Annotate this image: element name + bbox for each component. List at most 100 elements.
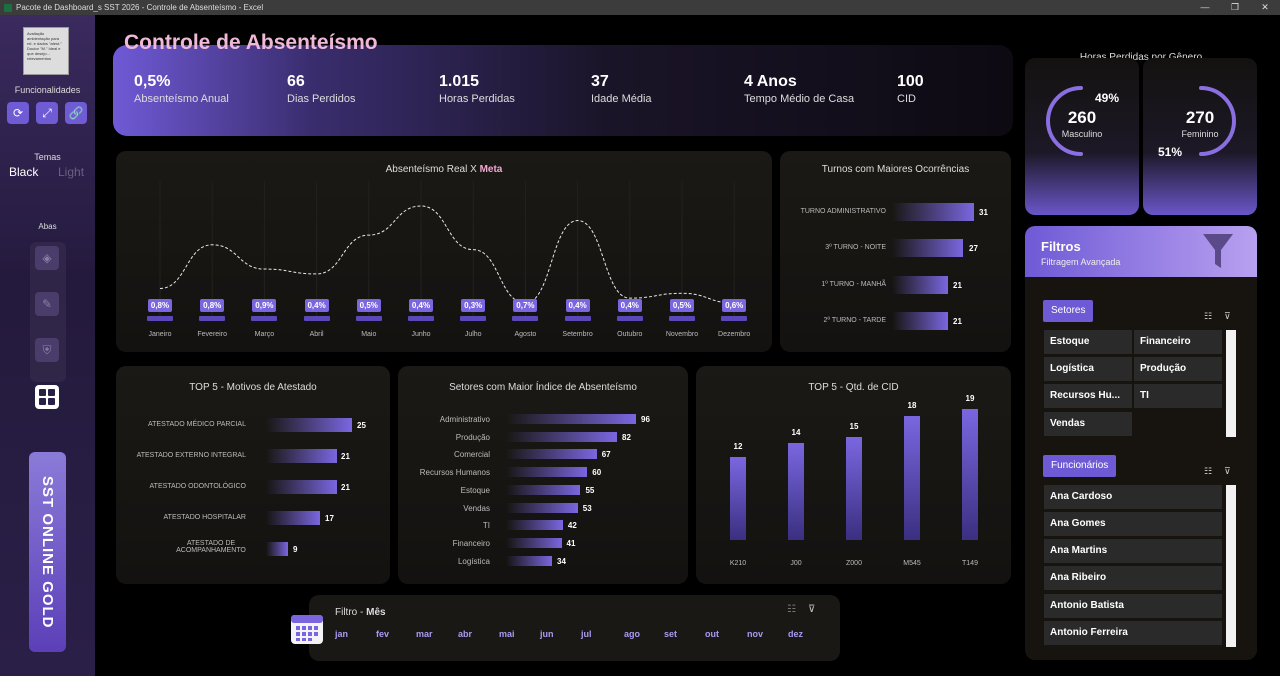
- turnos-panel: Turnos com Maiores Ocorrências TURNO ADM…: [780, 151, 1011, 352]
- setor-item[interactable]: Estoque: [1044, 330, 1132, 354]
- setores-scrollbar[interactable]: [1226, 330, 1236, 437]
- tab-edit[interactable]: ✎: [35, 292, 59, 316]
- abas-label: Abas: [38, 222, 57, 231]
- funcionario-item[interactable]: Ana Cardoso: [1044, 485, 1222, 509]
- brand-badge: SST ONLINE GOLD: [29, 452, 66, 652]
- motivo-bar: [266, 418, 352, 432]
- sidebar: Avaliação ambientação para rel. e dados …: [0, 15, 95, 676]
- cid-column: [846, 436, 862, 540]
- real-value-label: 0,4%: [617, 299, 642, 312]
- restore-button[interactable]: ❐: [1230, 2, 1240, 12]
- funcionarios-scrollbar[interactable]: [1226, 485, 1236, 647]
- filtros-title: Filtros: [1041, 239, 1081, 254]
- kpi-cid: 100 CID: [897, 73, 924, 105]
- clear-filter-icon[interactable]: ⊽: [808, 604, 816, 615]
- feminino-value: 270: [1185, 108, 1215, 127]
- motivo-label: ATESTADO EXTERNO INTEGRAL: [136, 452, 246, 459]
- expand-button[interactable]: ⤢: [36, 102, 58, 124]
- funcionario-item[interactable]: Ana Ribeiro: [1044, 566, 1222, 590]
- setor-item[interactable]: Vendas: [1044, 412, 1132, 436]
- genero-masculino-card: 260 Masculino 49%: [1025, 58, 1139, 215]
- kpi-banner: 0,5% Absenteísmo Anual 66 Dias Perdidos 1.…: [113, 45, 1013, 136]
- month-abr[interactable]: abr: [458, 629, 473, 639]
- turno-value: 27: [969, 244, 978, 253]
- link-button[interactable]: 🔗: [65, 102, 87, 124]
- setor-item[interactable]: TI: [1134, 384, 1222, 408]
- real-value-label: 0,3%: [461, 299, 486, 312]
- month-dez[interactable]: dez: [788, 629, 804, 639]
- multiselect-icon[interactable]: ☷: [1204, 466, 1213, 476]
- theme-light[interactable]: Light: [58, 165, 85, 179]
- multiselect-icon[interactable]: ☷: [1204, 311, 1213, 321]
- month-jul[interactable]: jul: [581, 629, 592, 639]
- funcionario-item[interactable]: Antonio Ferreira: [1044, 621, 1222, 645]
- motivo-bar: [266, 542, 288, 556]
- kpi-horas: 1.015 Horas Perdidas: [439, 73, 515, 105]
- kpi-idade: 37 Idade Média: [591, 73, 652, 105]
- setor-bar: [506, 537, 562, 548]
- turno-label: 1º TURNO - MANHÃ: [821, 281, 886, 288]
- kpi-absenteismo: 0,5% Absenteísmo Anual: [134, 73, 229, 105]
- turno-bar: [892, 276, 948, 294]
- month-out[interactable]: out: [705, 629, 719, 639]
- setor-bar: [506, 520, 563, 531]
- setor-item[interactable]: Produção: [1134, 357, 1222, 381]
- motivos-title: TOP 5 - Motivos de Atestado: [189, 382, 317, 393]
- setor-bar: [506, 555, 553, 566]
- cid-value: 19: [965, 393, 975, 403]
- theme-black[interactable]: Black: [9, 165, 39, 179]
- setor-bar: [506, 414, 636, 424]
- month-jun[interactable]: jun: [540, 629, 554, 639]
- tab-box[interactable]: ◈: [35, 246, 59, 270]
- cid-category: K210: [729, 560, 747, 567]
- setor-item[interactable]: Financeiro: [1134, 330, 1222, 354]
- real-bar: [355, 316, 382, 321]
- clear-filter-icon[interactable]: ⊽: [1224, 311, 1231, 321]
- month-mar[interactable]: mar: [416, 629, 433, 639]
- month-ago[interactable]: ago: [624, 629, 641, 639]
- setor-item[interactable]: Recursos Hu...: [1044, 384, 1132, 408]
- setor-value: 34: [557, 556, 566, 566]
- month-nov[interactable]: nov: [747, 629, 764, 639]
- funcionario-item[interactable]: Antonio Batista: [1044, 594, 1222, 618]
- month-jan[interactable]: jan: [335, 629, 349, 639]
- month-label: Junho: [411, 331, 431, 338]
- setor-bar: [506, 431, 618, 442]
- clear-filter-icon[interactable]: ⊽: [1224, 466, 1231, 476]
- minimize-button[interactable]: —: [1200, 2, 1210, 12]
- window-titlebar: Pacote de Dashboard_s SST 2026 - Control…: [0, 0, 1280, 15]
- cid-title: TOP 5 - Qtd. de CID: [808, 382, 899, 393]
- funcionario-item[interactable]: Ana Martins: [1044, 539, 1222, 563]
- tab-dashboard[interactable]: [35, 385, 59, 409]
- month-mai[interactable]: mai: [499, 629, 515, 639]
- month-fev[interactable]: fev: [376, 629, 390, 639]
- month-set[interactable]: set: [664, 629, 678, 639]
- genero-title: Horas Perdidas por Gênero: [1079, 52, 1203, 63]
- feminino-pct: 51%: [1158, 145, 1183, 159]
- real-value-label: 0,4%: [304, 299, 329, 312]
- temas-label: Temas: [34, 152, 61, 162]
- setor-label: Recursos Humanos: [419, 468, 490, 478]
- refresh-button[interactable]: ⟳: [7, 102, 29, 124]
- tab-shield[interactable]: ⛨: [35, 338, 59, 362]
- mes-filter: Filtro - Mês ☷ ⊽: [309, 595, 840, 661]
- excel-icon: [4, 3, 12, 12]
- setor-bar: [506, 467, 588, 478]
- motivo-label: ATESTADO MÉDICO PARCIAL: [147, 421, 246, 428]
- month-label: Maio: [361, 331, 377, 338]
- month-label: Janeiro: [148, 331, 172, 338]
- setor-label: Administrativo: [439, 415, 490, 424]
- real-value-label: 0,7%: [513, 299, 538, 312]
- line-chart: [159, 181, 735, 321]
- cid-value: 12: [733, 442, 743, 452]
- real-value-label: 0,4%: [565, 299, 590, 312]
- setor-item[interactable]: Logística: [1044, 357, 1132, 381]
- setor-value: 53: [582, 503, 592, 513]
- funcionarios-slicer-label: Funcionários: [1043, 455, 1117, 477]
- multiselect-icon[interactable]: ☷: [787, 604, 796, 615]
- cid-column: [788, 443, 804, 540]
- real-value-label: 0,4%: [409, 299, 433, 312]
- turnos-title: Turnos com Maiores Ocorrências: [821, 164, 970, 175]
- funcionario-item[interactable]: Ana Gomes: [1044, 512, 1222, 536]
- close-button[interactable]: ✕: [1261, 2, 1269, 12]
